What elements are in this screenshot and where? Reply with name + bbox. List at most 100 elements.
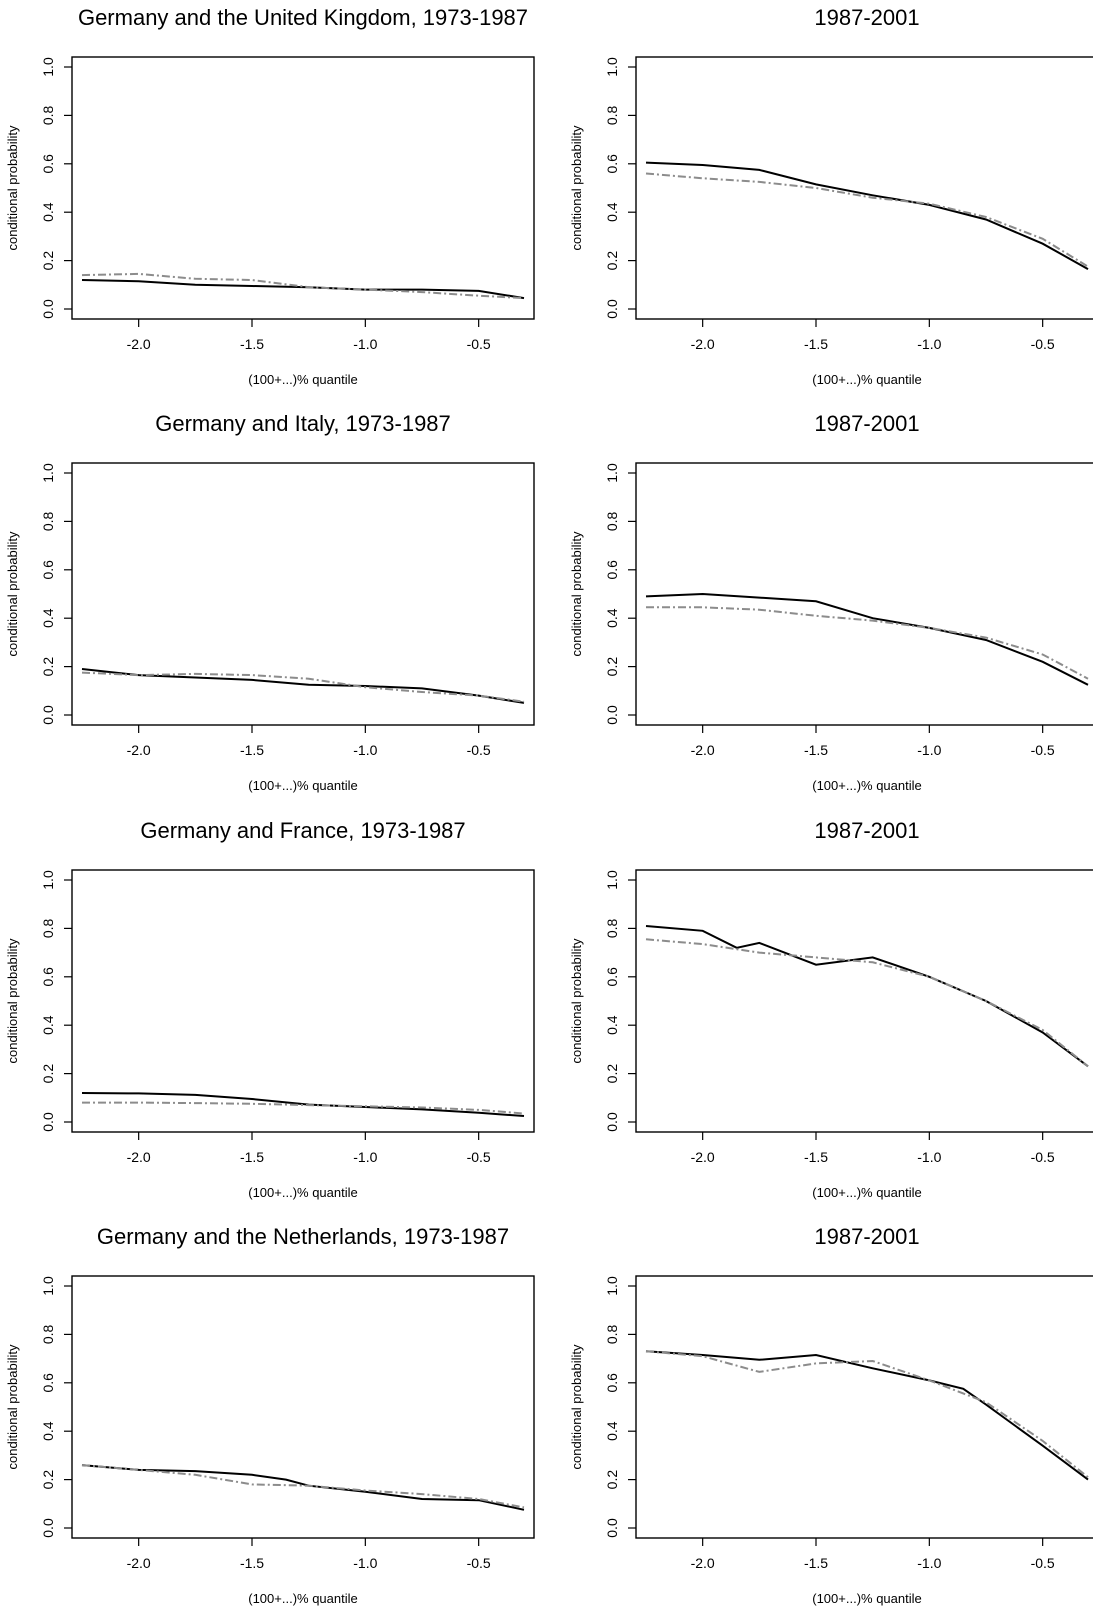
y-tick-label: 0.0 xyxy=(40,1518,56,1538)
chart-title: 1987-2001 xyxy=(814,1224,919,1249)
chart-panel-4: 1987-2001 -2.0 -1.5 -1.0 -0.5 0.0 0.2 0.4 0.6 0.8… xyxy=(569,411,1093,793)
x-tick-label: -0.5 xyxy=(1031,742,1055,758)
plot-frame xyxy=(635,1275,1093,1539)
y-tick-label: 0.8 xyxy=(604,1324,620,1344)
x-tick-label: -1.5 xyxy=(240,1555,264,1571)
x-tick-label: -2.0 xyxy=(127,742,151,758)
series-line-dashed xyxy=(645,938,1089,1068)
y-tick-label: 0.2 xyxy=(40,251,56,271)
x-tick-label: -1.0 xyxy=(917,336,941,352)
y-tick-label: 1.0 xyxy=(40,57,56,77)
y-tick-label: 0.4 xyxy=(40,1421,56,1441)
x-axis-label: (100+...)% quantile xyxy=(248,778,357,793)
y-axis-label: conditional probability xyxy=(5,938,20,1064)
chart-panel-1: Germany and the United Kingdom, 1973-198… xyxy=(5,5,535,387)
y-tick-label: 0.8 xyxy=(604,511,620,531)
y-tick-label: 0.0 xyxy=(40,299,56,319)
y-axis-label: conditional probability xyxy=(569,1344,584,1470)
plot-frame xyxy=(71,869,535,1133)
chart-title: Germany and Italy, 1973-1987 xyxy=(155,411,451,436)
plot-frame xyxy=(635,462,1093,726)
plot-frame xyxy=(71,462,535,726)
y-axis-label: conditional probability xyxy=(5,125,20,251)
y-tick-label: 0.0 xyxy=(604,705,620,725)
y-tick-label: 1.0 xyxy=(604,1276,620,1296)
chart-panel-2: 1987-2001 -2.0 -1.5 -1.0 -0.5 0.0 0.2 0.4 0.6 0.8… xyxy=(569,5,1093,387)
y-tick-label: 0.8 xyxy=(40,1324,56,1344)
y-tick-label: 0.8 xyxy=(604,918,620,938)
chart-title: Germany and France, 1973-1987 xyxy=(140,818,465,843)
y-tick-label: 0.4 xyxy=(604,1421,620,1441)
y-axis-label: conditional probability xyxy=(5,531,20,657)
y-axis-label: conditional probability xyxy=(569,531,584,657)
chart-title: 1987-2001 xyxy=(814,5,919,30)
y-axis-label: conditional probability xyxy=(5,1344,20,1470)
y-tick-label: 0.8 xyxy=(40,511,56,531)
y-tick-label: 0.2 xyxy=(40,657,56,677)
y-tick-label: 0.0 xyxy=(604,299,620,319)
y-tick-label: 0.6 xyxy=(604,560,620,580)
x-axis-label: (100+...)% quantile xyxy=(812,372,921,387)
y-tick-label: 0.6 xyxy=(40,154,56,174)
x-tick-label: -1.0 xyxy=(917,742,941,758)
x-tick-label: -1.0 xyxy=(353,336,377,352)
series-line-dashed xyxy=(81,272,525,300)
chart-panel-3: Germany and Italy, 1973-1987 -2.0 -1.5 -1.0… xyxy=(5,411,535,793)
y-axis-label: conditional probability xyxy=(569,938,584,1064)
plot-frame xyxy=(71,1275,535,1539)
y-tick-label: 0.6 xyxy=(604,1373,620,1393)
x-axis-label: (100+...)% quantile xyxy=(812,1591,921,1606)
x-axis-label: (100+...)% quantile xyxy=(248,372,357,387)
y-tick-label: 0.6 xyxy=(604,967,620,987)
y-tick-label: 0.0 xyxy=(604,1112,620,1132)
x-tick-label: -0.5 xyxy=(1031,336,1055,352)
y-tick-label: 0.6 xyxy=(40,560,56,580)
y-tick-label: 0.2 xyxy=(604,251,620,271)
y-tick-label: 0.8 xyxy=(40,105,56,125)
x-tick-label: -1.5 xyxy=(804,1149,828,1165)
y-tick-label: 0.4 xyxy=(40,1015,56,1035)
y-tick-label: 0.6 xyxy=(40,967,56,987)
x-tick-label: -1.0 xyxy=(917,1555,941,1571)
series-line-dashed xyxy=(646,606,1089,680)
x-tick-label: -1.5 xyxy=(804,336,828,352)
x-tick-label: -0.5 xyxy=(467,1555,491,1571)
plot-frame xyxy=(635,56,1093,320)
series-line-solid xyxy=(81,1464,525,1511)
x-tick-label: -1.0 xyxy=(353,1555,377,1571)
chart-title: 1987-2001 xyxy=(814,411,919,436)
chart-title: 1987-2001 xyxy=(814,818,919,843)
x-axis-label: (100+...)% quantile xyxy=(812,778,921,793)
y-tick-label: 0.8 xyxy=(604,105,620,125)
chart-panel-7: Germany and the Netherlands, 1973-1987 -2… xyxy=(5,1224,535,1606)
chart-panel-5: Germany and France, 1973-1987 -2.0 -1.5 -1.… xyxy=(5,818,535,1200)
y-tick-label: 0.2 xyxy=(604,657,620,677)
y-tick-label: 0.2 xyxy=(40,1064,56,1084)
x-tick-label: -1.5 xyxy=(240,742,264,758)
y-tick-label: 0.2 xyxy=(604,1470,620,1490)
chart-title: Germany and the United Kingdom, 1973-198… xyxy=(78,5,528,30)
series-line-solid xyxy=(645,1350,1089,1481)
y-tick-label: 0.4 xyxy=(604,202,620,222)
y-tick-label: 0.0 xyxy=(40,705,56,725)
x-axis-label: (100+...)% quantile xyxy=(812,1185,921,1200)
y-tick-label: 0.2 xyxy=(604,1064,620,1084)
series-line-dashed xyxy=(645,172,1089,268)
y-tick-label: 0.0 xyxy=(40,1112,56,1132)
x-tick-label: -1.0 xyxy=(917,1149,941,1165)
y-tick-label: 1.0 xyxy=(40,870,56,890)
y-tick-label: 1.0 xyxy=(604,463,620,483)
x-tick-label: -0.5 xyxy=(1031,1555,1055,1571)
x-tick-label: -0.5 xyxy=(1031,1149,1055,1165)
y-tick-label: 0.6 xyxy=(604,154,620,174)
series-line-dashed xyxy=(645,1350,1089,1478)
x-tick-label: -2.0 xyxy=(127,1149,151,1165)
x-tick-label: -2.0 xyxy=(691,742,715,758)
y-axis-label: conditional probability xyxy=(569,125,584,251)
series-line-solid xyxy=(645,925,1089,1068)
series-line-solid xyxy=(81,1092,525,1117)
x-tick-label: -1.5 xyxy=(240,1149,264,1165)
x-axis-label: (100+...)% quantile xyxy=(248,1185,357,1200)
x-tick-label: -1.5 xyxy=(804,1555,828,1571)
chart-panel-6: 1987-2001 -2.0 -1.5 -1.0 -0.5 0.0 0.2 0.4 0.6 0.8… xyxy=(569,818,1093,1200)
